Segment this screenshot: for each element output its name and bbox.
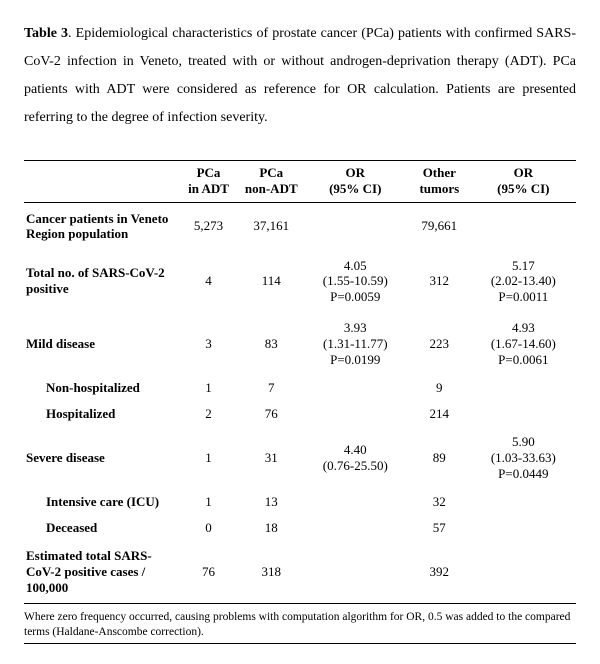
- cell: 3.93(1.31-11.77)P=0.0199: [303, 312, 408, 375]
- col-header-or1: OR(95% CI): [303, 161, 408, 203]
- cell: [471, 540, 576, 603]
- row-label: Hospitalized: [24, 401, 177, 427]
- cell: 13: [240, 489, 303, 515]
- cell: 223: [408, 312, 471, 375]
- table-body: Cancer patients in Veneto Region populat…: [24, 202, 576, 604]
- row-label: Non-hospitalized: [24, 375, 177, 401]
- cell: 32: [408, 489, 471, 515]
- table-number: Table 3: [24, 26, 68, 41]
- row-label: Deceased: [24, 515, 177, 541]
- cell: 0: [177, 515, 240, 541]
- cell: 318: [240, 540, 303, 603]
- table-row: Severe disease1314.40(0.76-25.50)895.90(…: [24, 426, 576, 489]
- cell: 2: [177, 401, 240, 427]
- row-label: Mild disease: [24, 312, 177, 375]
- cell: 7: [240, 375, 303, 401]
- cell: [303, 489, 408, 515]
- cell: 5,273: [177, 202, 240, 250]
- cell: 5.90(1.03-33.63)P=0.0449: [471, 426, 576, 489]
- cell: 37,161: [240, 202, 303, 250]
- cell: 4: [177, 250, 240, 313]
- cell: [471, 202, 576, 250]
- cell: 114: [240, 250, 303, 313]
- cell: 79,661: [408, 202, 471, 250]
- col-header-label: [24, 161, 177, 203]
- row-label: Intensive care (ICU): [24, 489, 177, 515]
- table-caption: Table 3. Epidemiological characteristics…: [24, 20, 576, 132]
- cell: 4.05(1.55-10.59)P=0.0059: [303, 250, 408, 313]
- cell: [471, 515, 576, 541]
- cell: [303, 540, 408, 603]
- cell: 3: [177, 312, 240, 375]
- cell: [471, 375, 576, 401]
- cell: 4.40(0.76-25.50): [303, 426, 408, 489]
- cell: [303, 202, 408, 250]
- cell: 83: [240, 312, 303, 375]
- row-label: Severe disease: [24, 426, 177, 489]
- cell: [471, 489, 576, 515]
- table-row: Deceased018 57: [24, 515, 576, 541]
- cell: 18: [240, 515, 303, 541]
- header-row: PCain ADT PCanon-ADT OR(95% CI) Othertum…: [24, 161, 576, 203]
- col-header-other: Othertumors: [408, 161, 471, 203]
- col-header-or2: OR(95% CI): [471, 161, 576, 203]
- table-footnote: Where zero frequency occurred, causing p…: [24, 610, 576, 644]
- col-header-adt: PCain ADT: [177, 161, 240, 203]
- caption-text: . Epidemiological characteristics of pro…: [24, 26, 576, 125]
- cell: 1: [177, 489, 240, 515]
- cell: 214: [408, 401, 471, 427]
- row-label: Cancer patients in Veneto Region populat…: [24, 202, 177, 250]
- col-header-nonadt: PCanon-ADT: [240, 161, 303, 203]
- cell: [471, 401, 576, 427]
- cell: 9: [408, 375, 471, 401]
- table-row: Intensive care (ICU)113 32: [24, 489, 576, 515]
- cell: [303, 375, 408, 401]
- table-row: Cancer patients in Veneto Region populat…: [24, 202, 576, 250]
- cell: 1: [177, 426, 240, 489]
- cell: 5.17(2.02-13.40)P=0.0011: [471, 250, 576, 313]
- table-row: Hospitalized276 214: [24, 401, 576, 427]
- table-row: Estimated total SARS-CoV-2 positive case…: [24, 540, 576, 603]
- cell: 31: [240, 426, 303, 489]
- data-table: PCain ADT PCanon-ADT OR(95% CI) Othertum…: [24, 160, 576, 604]
- cell: 4.93(1.67-14.60)P=0.0061: [471, 312, 576, 375]
- cell: 76: [240, 401, 303, 427]
- cell: 57: [408, 515, 471, 541]
- cell: 312: [408, 250, 471, 313]
- table-row: Total no. of SARS-CoV-2 positive41144.05…: [24, 250, 576, 313]
- table-row: Mild disease3833.93(1.31-11.77)P=0.01992…: [24, 312, 576, 375]
- row-label: Total no. of SARS-CoV-2 positive: [24, 250, 177, 313]
- cell: [303, 401, 408, 427]
- cell: 89: [408, 426, 471, 489]
- cell: 1: [177, 375, 240, 401]
- row-label: Estimated total SARS-CoV-2 positive case…: [24, 540, 177, 603]
- cell: 392: [408, 540, 471, 603]
- cell: [303, 515, 408, 541]
- cell: 76: [177, 540, 240, 603]
- table-row: Non-hospitalized17 9: [24, 375, 576, 401]
